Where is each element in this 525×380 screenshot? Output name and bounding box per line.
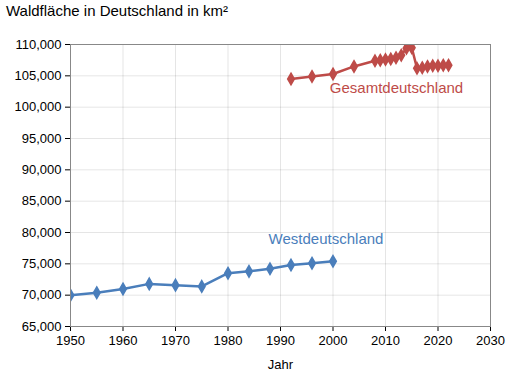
svg-text:2000: 2000 <box>319 333 348 348</box>
svg-text:105,000: 105,000 <box>15 68 62 83</box>
svg-text:90,000: 90,000 <box>22 162 62 177</box>
svg-text:2020: 2020 <box>424 333 453 348</box>
svg-text:Jahr: Jahr <box>268 357 294 372</box>
svg-text:1990: 1990 <box>266 333 295 348</box>
svg-text:95,000: 95,000 <box>22 131 62 146</box>
svg-text:80,000: 80,000 <box>22 225 62 240</box>
svg-text:1970: 1970 <box>161 333 190 348</box>
svg-text:Westdeutschland: Westdeutschland <box>269 230 384 247</box>
svg-text:100,000: 100,000 <box>15 99 62 114</box>
svg-text:1950: 1950 <box>56 333 85 348</box>
svg-text:70,000: 70,000 <box>22 287 62 302</box>
svg-text:110,000: 110,000 <box>15 37 61 52</box>
svg-text:1980: 1980 <box>214 333 243 348</box>
svg-text:85,000: 85,000 <box>22 193 62 208</box>
svg-text:65,000: 65,000 <box>22 319 62 334</box>
svg-text:1960: 1960 <box>109 333 138 348</box>
svg-text:75,000: 75,000 <box>22 256 62 271</box>
html-text:Waldfläche in Deutschland in k: Waldfläche in Deutschland in km² <box>6 2 228 19</box>
svg-text:2030: 2030 <box>476 333 505 348</box>
svg-text:Gesamtdeutschland: Gesamtdeutschland <box>330 79 463 96</box>
svg-text:2010: 2010 <box>371 333 400 348</box>
